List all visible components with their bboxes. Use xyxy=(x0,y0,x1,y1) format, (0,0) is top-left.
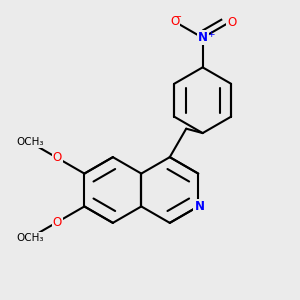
Text: O: O xyxy=(53,152,62,164)
Text: N: N xyxy=(194,200,204,213)
Text: O: O xyxy=(227,16,236,29)
Text: OCH₃: OCH₃ xyxy=(16,137,44,147)
Text: −: − xyxy=(173,12,182,22)
Text: OCH₃: OCH₃ xyxy=(16,233,44,243)
Text: N: N xyxy=(198,31,208,44)
Text: +: + xyxy=(207,30,214,39)
Text: O: O xyxy=(170,15,179,28)
Text: O: O xyxy=(53,216,62,229)
